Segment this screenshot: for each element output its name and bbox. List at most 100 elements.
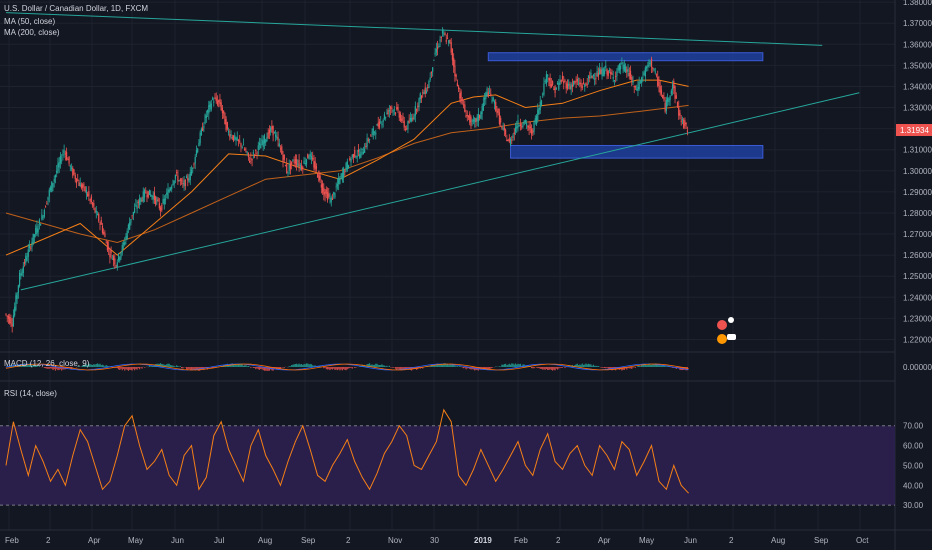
macd-bar bbox=[518, 364, 520, 367]
macd-bar bbox=[260, 367, 262, 370]
macd-bar bbox=[643, 364, 645, 367]
ma50-legend[interactable]: MA (50, close) bbox=[4, 17, 56, 26]
macd-bar bbox=[394, 367, 397, 369]
candle-body bbox=[75, 178, 78, 184]
candle-body bbox=[314, 161, 316, 170]
macd-bar bbox=[595, 365, 597, 367]
macd-bar bbox=[461, 367, 463, 368]
candle-body bbox=[406, 128, 408, 130]
candle-body bbox=[42, 216, 44, 218]
macd-bar bbox=[235, 364, 237, 367]
macd-bar bbox=[438, 364, 440, 367]
macd-bar bbox=[247, 365, 249, 367]
macd-bar bbox=[354, 367, 356, 368]
candle-body bbox=[521, 126, 523, 128]
candle-body bbox=[579, 82, 581, 85]
time-tick-label: May bbox=[128, 536, 143, 545]
macd-bar bbox=[87, 365, 89, 367]
macd-bar bbox=[638, 365, 640, 367]
candle-body bbox=[471, 120, 473, 122]
macd-bar bbox=[530, 367, 533, 369]
macd-bar bbox=[255, 367, 257, 370]
candle-body bbox=[454, 65, 456, 76]
macd-bar bbox=[256, 367, 258, 369]
macd-bar bbox=[200, 367, 202, 369]
macd-bar bbox=[105, 365, 107, 367]
candle-body bbox=[83, 184, 85, 186]
time-axis[interactable]: Feb 2 Apr May Jun Jul Aug Sep 2 Nov 30 2019 Feb 2 Apr M… bbox=[5, 536, 869, 545]
event-markers[interactable] bbox=[717, 317, 736, 344]
candle-body bbox=[401, 118, 403, 122]
candle-body bbox=[95, 210, 97, 213]
candle-body bbox=[613, 80, 616, 82]
macd-bar bbox=[653, 364, 655, 367]
symbol-title: U.S. Dollar / Canadian Dollar, 1D, FXCM bbox=[4, 4, 149, 13]
macd-bar bbox=[435, 365, 437, 367]
macd-bar bbox=[210, 367, 212, 369]
macd-bar bbox=[660, 365, 663, 367]
macd-bar bbox=[279, 367, 282, 369]
candle-body bbox=[365, 145, 367, 148]
macd-bar bbox=[617, 367, 619, 370]
macd-bar bbox=[386, 365, 388, 367]
macd-bar bbox=[292, 364, 294, 367]
candle-body bbox=[80, 184, 83, 189]
macd-bar bbox=[684, 367, 686, 370]
candle-body bbox=[44, 206, 47, 208]
candle-body bbox=[403, 120, 405, 128]
macd-bar bbox=[305, 363, 308, 367]
candle-body bbox=[660, 89, 663, 95]
macd-bar bbox=[300, 364, 303, 367]
macd-bar bbox=[308, 364, 310, 367]
ma200-legend[interactable]: MA (200, close) bbox=[4, 28, 60, 37]
macd-bar bbox=[403, 367, 405, 371]
macd-bar bbox=[451, 364, 454, 367]
candle-body bbox=[612, 77, 614, 79]
macd-bar bbox=[263, 367, 266, 371]
moving-averages bbox=[5, 79, 689, 256]
macd-bar bbox=[516, 364, 518, 367]
macd-bar bbox=[445, 364, 447, 367]
candle-body bbox=[615, 76, 617, 78]
macd-bar bbox=[533, 367, 535, 369]
price-axis[interactable]: 1.38000 1.37000 1.36000 1.35000 1.34000 1.330… bbox=[896, 0, 932, 344]
candle-body bbox=[616, 71, 618, 77]
macd-bar bbox=[43, 367, 45, 368]
candle-body bbox=[263, 135, 266, 144]
candle-body bbox=[477, 113, 480, 122]
macd-bar bbox=[181, 367, 183, 369]
macd-bar bbox=[596, 366, 598, 367]
candle-body bbox=[53, 178, 55, 182]
candle-body bbox=[205, 115, 207, 118]
macd-bar bbox=[556, 367, 559, 370]
macd-bar bbox=[335, 367, 337, 370]
macd-bar bbox=[83, 364, 85, 367]
macd-bar bbox=[206, 367, 209, 370]
macd-bar bbox=[173, 365, 175, 367]
macd-bar bbox=[524, 365, 526, 367]
macd-bar bbox=[143, 367, 146, 368]
candle-body bbox=[639, 81, 642, 83]
candle-body bbox=[320, 184, 322, 188]
macd-bar bbox=[151, 365, 153, 367]
candle-body bbox=[178, 180, 180, 182]
candle-body bbox=[509, 138, 512, 146]
macd-bar bbox=[641, 365, 643, 367]
candle-body bbox=[94, 207, 96, 213]
macd-bar bbox=[366, 364, 368, 367]
time-tick-label: 2 bbox=[729, 536, 734, 545]
macd-bar bbox=[637, 365, 639, 367]
candle-body bbox=[46, 203, 48, 205]
rsi-legend[interactable]: RSI (14, close) bbox=[4, 389, 57, 398]
candle-body bbox=[449, 39, 451, 42]
candle-body bbox=[129, 222, 131, 230]
candle-body bbox=[121, 245, 123, 253]
rsi-tick-label: 70.00 bbox=[903, 422, 924, 431]
macd-bar bbox=[77, 366, 79, 367]
candle-body bbox=[85, 189, 87, 194]
candle-body bbox=[346, 161, 348, 170]
candle-body bbox=[23, 261, 26, 264]
macd-legend[interactable]: MACD (12, 26, close, 9) bbox=[4, 359, 90, 368]
macd-bar bbox=[570, 366, 572, 367]
